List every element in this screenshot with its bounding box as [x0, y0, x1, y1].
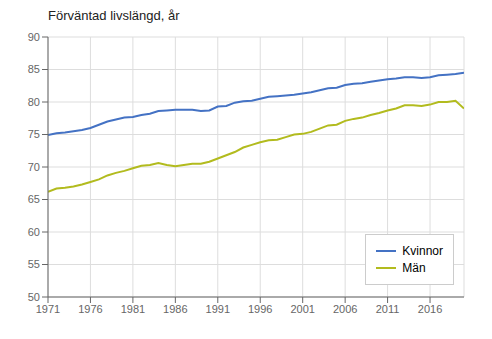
svg-text:60: 60: [28, 226, 40, 238]
svg-text:1986: 1986: [163, 303, 187, 315]
svg-text:1976: 1976: [78, 303, 102, 315]
svg-text:55: 55: [28, 258, 40, 270]
svg-text:2016: 2016: [418, 303, 442, 315]
svg-text:70: 70: [28, 161, 40, 173]
html-text:Kvinnor: Kvinnor: [402, 244, 443, 258]
svg-text:75: 75: [28, 128, 40, 140]
svg-text:90: 90: [28, 31, 40, 43]
svg-text:2006: 2006: [333, 303, 357, 315]
svg-text:85: 85: [28, 63, 40, 75]
svg-text:80: 80: [28, 96, 40, 108]
svg-text:65: 65: [28, 193, 40, 205]
svg-text:2001: 2001: [290, 303, 314, 315]
svg-text:2011: 2011: [376, 303, 400, 315]
svg-text:1971: 1971: [36, 303, 60, 315]
svg-text:50: 50: [28, 291, 40, 303]
svg-text:1996: 1996: [248, 303, 272, 315]
svg-text:1991: 1991: [206, 303, 230, 315]
html-text:Män: Män: [402, 261, 426, 275]
svg-text:1981: 1981: [121, 303, 145, 315]
html-text:Förväntad livslängd, år: Förväntad livslängd, år: [48, 8, 180, 23]
